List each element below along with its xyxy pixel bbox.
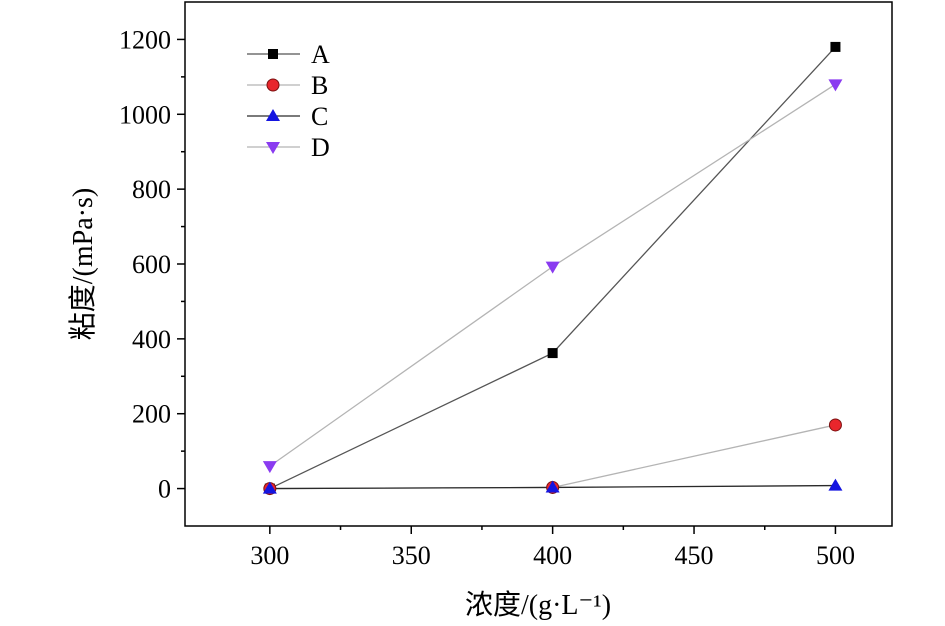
series-line-d [269, 83, 836, 467]
x-tick-label: 500 [816, 541, 855, 570]
y-tick-label: 200 [132, 400, 171, 429]
legend-label-d: D [311, 133, 330, 162]
legend-label-a: A [311, 40, 330, 69]
data-point-a [547, 348, 558, 359]
y-axis-title: 粘度/(mPa·s) [67, 188, 99, 340]
y-tick-label: 800 [132, 175, 171, 204]
x-axis: 300 350 400 450 500 [250, 526, 855, 570]
series-line-b [269, 424, 836, 490]
x-tick-label: 350 [392, 541, 431, 570]
data-point-c [545, 480, 560, 493]
legend-marker-a [268, 49, 278, 59]
legend-label-b: B [311, 71, 328, 100]
data-point-d [828, 79, 843, 92]
x-tick-label: 300 [250, 541, 289, 570]
y-axis: 0 200 400 600 800 1000 1200 [119, 25, 185, 504]
legend-marker-c [266, 109, 280, 121]
data-point-d [545, 261, 560, 274]
x-axis-title: 浓度/(g·L⁻¹) [465, 589, 611, 621]
data-point-a [830, 41, 841, 52]
data-point-c [262, 481, 277, 494]
legend-marker-d [266, 142, 280, 154]
x-tick-label: 400 [533, 541, 572, 570]
data-point-b [828, 418, 842, 432]
series-markers [262, 41, 843, 496]
y-tick-label: 1000 [119, 100, 171, 129]
y-tick-label: 1200 [119, 25, 171, 54]
plot-frame [184, 1, 893, 527]
data-point-c [828, 478, 843, 491]
legend-marker-b [266, 78, 280, 92]
y-tick-label: 400 [132, 325, 171, 354]
y-tick-label: 600 [132, 250, 171, 279]
legend-label-c: C [311, 102, 328, 131]
y-tick-label: 0 [158, 475, 171, 504]
x-tick-label: 450 [675, 541, 714, 570]
data-point-d [262, 461, 277, 474]
